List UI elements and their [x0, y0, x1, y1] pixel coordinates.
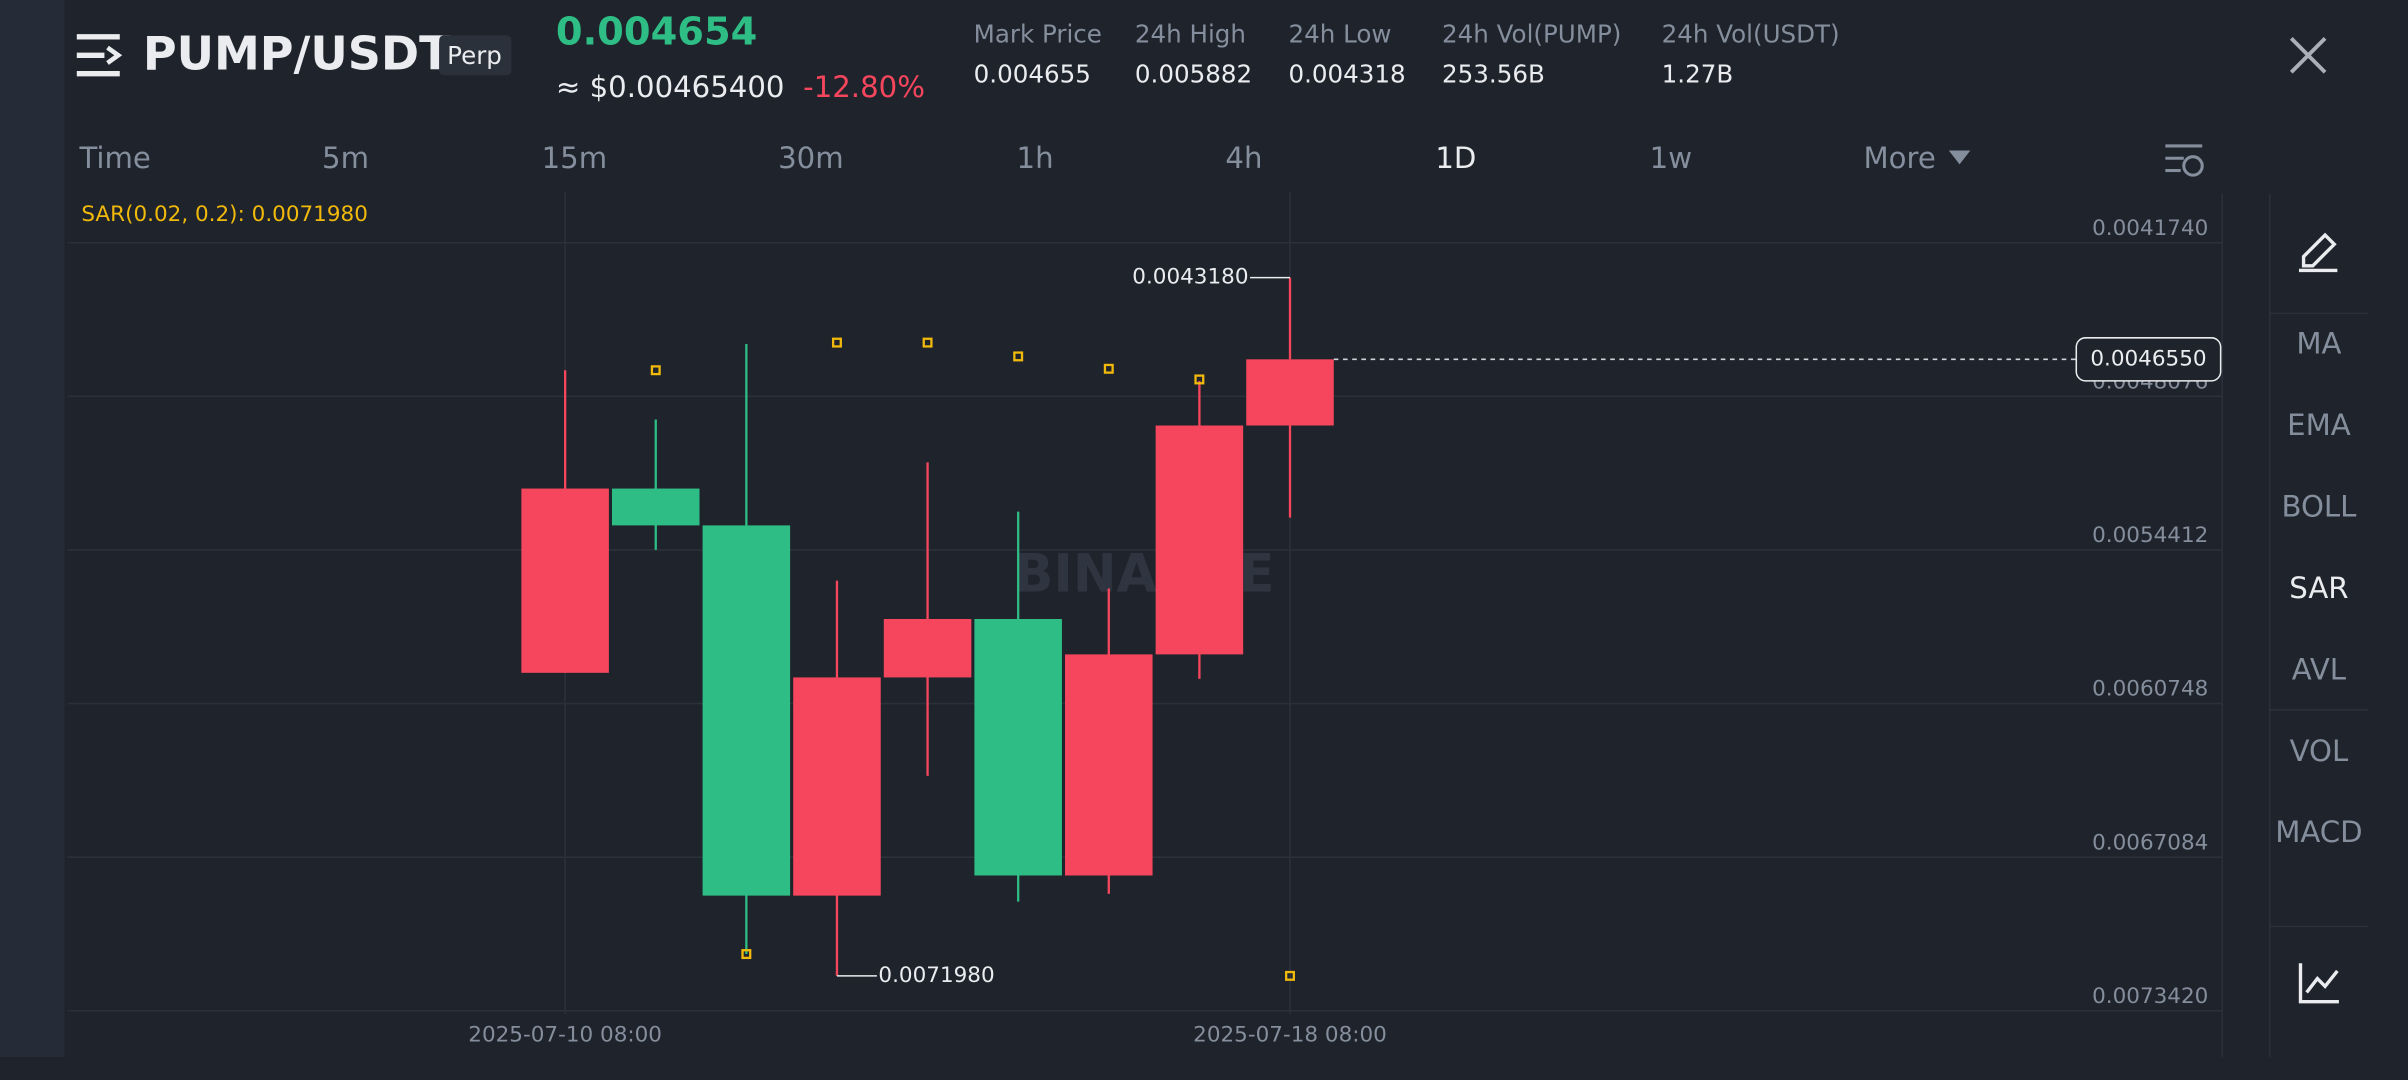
price: 0.004654 — [556, 9, 757, 54]
candle-body — [883, 618, 972, 678]
badge-bg — [439, 35, 512, 76]
sar-dot — [1103, 363, 1114, 374]
candle-body — [1065, 654, 1153, 876]
candle-body — [702, 525, 791, 896]
menu-icon[interactable] — [76, 34, 123, 77]
timeframe[interactable]: 4h — [1225, 141, 1262, 175]
more-arrow — [1948, 150, 1971, 165]
left-strip — [0, 0, 65, 1057]
indicator-tab[interactable]: MACD — [2275, 815, 2362, 849]
sar-dot — [1194, 374, 1205, 385]
change: -12.80% — [803, 70, 925, 104]
stat-label: 24h Low — [1288, 19, 1391, 48]
stat-label: 24h High — [1135, 19, 1246, 48]
stat-value: 253.56B — [1442, 59, 1545, 88]
y-tick-label: 0.0060748 — [2092, 677, 2208, 702]
candle-body — [521, 488, 609, 673]
stat-value: 0.004318 — [1288, 59, 1405, 88]
y-tick-label: 0.0041740 — [2092, 216, 2208, 241]
chart-settings-icon[interactable] — [2165, 144, 2204, 177]
stat-label: 24h Vol(USDT) — [1662, 19, 1840, 48]
y-tick-label: 0.0067084 — [2092, 830, 2208, 855]
timeframe[interactable]: More — [1864, 141, 1936, 175]
stat-value: 0.004655 — [974, 59, 1091, 88]
max-label: 0.0043180 — [1132, 265, 1248, 290]
indicator-tab[interactable]: VOL — [2290, 734, 2349, 768]
x-tick-label: 2025-07-10 08:00 — [468, 1022, 662, 1047]
sar-dot — [741, 949, 752, 960]
candle-body — [1155, 425, 1244, 655]
stat-value: 1.27B — [1662, 59, 1734, 88]
stat-label: 24h Vol(PUMP) — [1442, 19, 1621, 48]
timeframe[interactable]: Time — [78, 141, 150, 175]
draw-icon[interactable] — [2298, 232, 2338, 273]
timeframe[interactable]: 15m — [542, 141, 608, 175]
indicator-tab[interactable]: MA — [2296, 327, 2341, 361]
indicator-tab[interactable]: SAR — [2289, 571, 2348, 605]
timeframe[interactable]: 1w — [1650, 141, 1692, 175]
stat-label: Mark Price — [974, 19, 1102, 48]
candle-body — [974, 618, 1062, 876]
candle-body — [1246, 359, 1334, 426]
y-tick-label: 0.0054412 — [2092, 523, 2208, 548]
sar-dot — [650, 365, 661, 376]
timeframe[interactable]: 5m — [322, 141, 369, 175]
close-icon[interactable] — [2289, 37, 2327, 74]
timeframe[interactable]: 30m — [778, 141, 844, 175]
stat-value: 0.005882 — [1135, 59, 1252, 88]
indicator-tab[interactable]: BOLL — [2281, 490, 2357, 524]
price-tag-label: 0.0046550 — [2090, 346, 2206, 371]
sar-dot — [1013, 351, 1024, 362]
price-tag — [2075, 337, 2222, 382]
sar-dot — [922, 337, 933, 348]
indicator-label: SAR(0.02, 0.2): 0.0071980 — [81, 202, 367, 227]
sar-dot — [831, 337, 842, 348]
pair: PUMP/USDT — [143, 26, 451, 80]
x-tick-label: 2025-07-18 08:00 — [1193, 1022, 1387, 1047]
y-tick-label: 0.0073420 — [2092, 984, 2208, 1009]
timeframe[interactable]: 1h — [1017, 141, 1054, 175]
candle-body — [793, 677, 881, 896]
badge: Perp — [447, 41, 502, 70]
usd-price: ≈ $0.00465400 — [556, 70, 785, 104]
sar-dot — [1285, 970, 1295, 981]
indicator-tab[interactable]: EMA — [2287, 408, 2351, 442]
min-label: 0.0071980 — [878, 963, 994, 988]
indicator-tab[interactable]: AVL — [2292, 652, 2347, 686]
indicator-chart-icon[interactable] — [2298, 963, 2339, 1004]
candle-body — [611, 488, 700, 526]
timeframe[interactable]: 1D — [1435, 141, 1476, 175]
